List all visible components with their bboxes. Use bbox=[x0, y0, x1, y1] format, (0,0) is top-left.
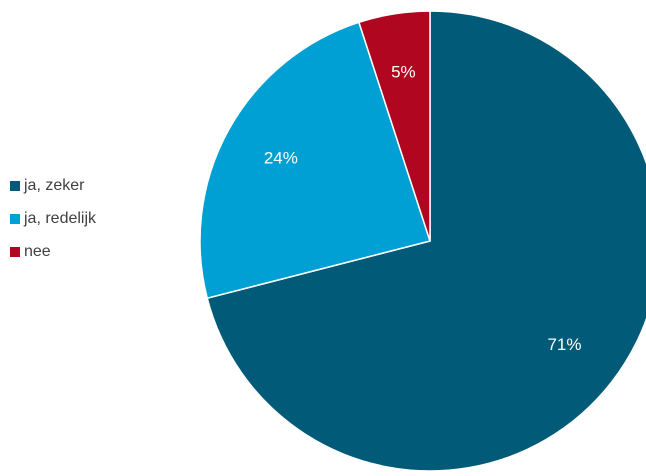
legend-swatch-ja-redelijk bbox=[10, 214, 20, 224]
legend: ja, zeker ja, redelijk nee bbox=[10, 176, 96, 262]
pie-slice-nee bbox=[357, 10, 431, 242]
legend-label-ja-redelijk: ja, redelijk bbox=[24, 210, 97, 227]
slice-label-ja-zeker: 71% bbox=[547, 335, 581, 354]
legend-item-ja-redelijk: ja, redelijk bbox=[10, 209, 96, 229]
legend-label-ja-zeker: ja, zeker bbox=[24, 177, 85, 194]
pie-slices bbox=[199, 10, 646, 472]
slice-label-ja-redelijk: 24% bbox=[264, 148, 298, 167]
slice-label-nee: 5% bbox=[391, 62, 416, 81]
pie-slice-ja-redelijk bbox=[199, 21, 431, 300]
legend-item-nee: nee bbox=[10, 242, 96, 262]
legend-item-ja-zeker: ja, zeker bbox=[10, 176, 96, 196]
legend-swatch-ja-zeker bbox=[10, 181, 20, 191]
legend-label-nee: nee bbox=[24, 243, 51, 260]
pie-slice-labels: 71% 24% 5% bbox=[264, 62, 582, 353]
legend-swatch-nee bbox=[10, 247, 20, 257]
pie-slice-ja-zeker bbox=[206, 10, 646, 472]
